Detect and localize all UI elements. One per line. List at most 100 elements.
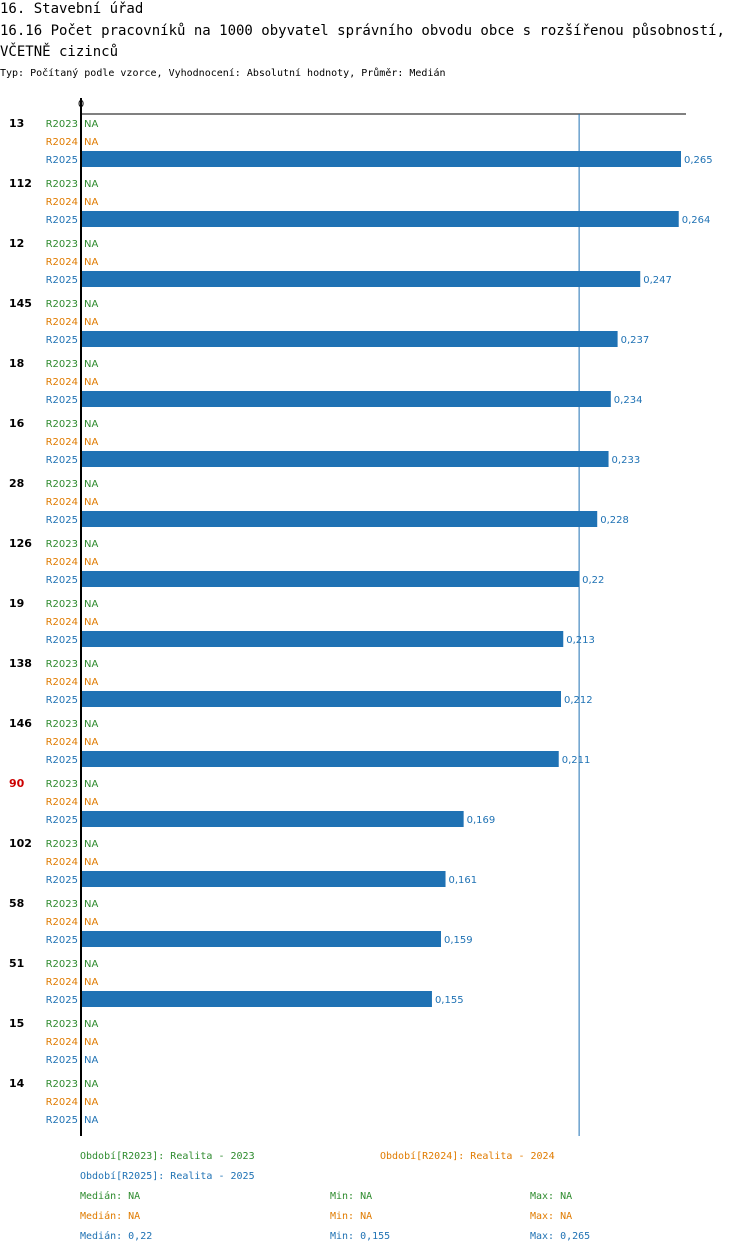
na-label: NA (84, 659, 98, 670)
bar (81, 571, 580, 587)
stats-median-r2023: Medián: NA (80, 1191, 141, 1202)
category-label: 28 (9, 477, 24, 490)
series-label: R2024 (46, 197, 78, 208)
na-label: NA (84, 1097, 98, 1108)
series-label: R2023 (46, 779, 78, 790)
na-label: NA (84, 299, 98, 310)
series-label: R2024 (46, 917, 78, 928)
category-label: 13 (9, 117, 24, 130)
value-label: 0,169 (467, 815, 496, 826)
na-label: NA (84, 539, 98, 550)
series-label: R2024 (46, 437, 78, 448)
series-label: R2025 (46, 695, 78, 706)
na-label: NA (84, 497, 98, 508)
category-label: 12 (9, 237, 24, 250)
series-label: R2024 (46, 1037, 78, 1048)
na-label: NA (84, 719, 98, 730)
series-label: R2024 (46, 857, 78, 868)
value-label: 0,233 (612, 455, 641, 466)
bar (81, 331, 618, 347)
na-label: NA (84, 137, 98, 148)
value-label: 0,212 (564, 695, 593, 706)
bar (81, 931, 441, 947)
series-label: R2025 (46, 635, 78, 646)
section-title: 16. Stavební úřad (0, 1, 144, 17)
series-label: R2024 (46, 797, 78, 808)
chart-title: 16.16 Počet pracovníků na 1000 obyvatel … (0, 23, 725, 60)
value-label: 0,155 (435, 995, 464, 1006)
value-label: 0,234 (614, 395, 643, 406)
bar (81, 271, 641, 287)
bar (81, 151, 681, 167)
na-label: NA (84, 617, 98, 628)
bar (81, 811, 464, 827)
series-label: R2025 (46, 335, 78, 346)
series-label: R2024 (46, 317, 78, 328)
na-label: NA (84, 1037, 98, 1048)
value-label: 0,265 (684, 155, 713, 166)
na-label: NA (84, 179, 98, 190)
series-label: R2025 (46, 155, 78, 166)
category-label: 102 (9, 837, 32, 850)
na-label: NA (84, 1019, 98, 1030)
category-label: 145 (9, 297, 32, 310)
na-label: NA (84, 359, 98, 370)
stats-median-r2024: Medián: NA (80, 1211, 141, 1222)
value-label: 0,213 (566, 635, 595, 646)
value-label: 0,161 (449, 875, 478, 886)
series-label: R2023 (46, 899, 78, 910)
series-label: R2025 (46, 395, 78, 406)
bar (81, 871, 446, 887)
series-label: R2025 (46, 455, 78, 466)
na-label: NA (84, 917, 98, 928)
value-label: 0,247 (643, 275, 672, 286)
series-label: R2024 (46, 617, 78, 628)
category-label: 51 (9, 957, 24, 970)
na-label: NA (84, 1115, 98, 1126)
series-label: R2024 (46, 497, 78, 508)
stats-min-r2023: Min: NA (330, 1191, 373, 1202)
na-label: NA (84, 677, 98, 688)
category-label: 138 (9, 657, 32, 670)
category-label: 15 (9, 1017, 24, 1030)
na-label: NA (84, 797, 98, 808)
series-label: R2023 (46, 1019, 78, 1030)
na-label: NA (84, 557, 98, 568)
series-label: R2023 (46, 179, 78, 190)
na-label: NA (84, 977, 98, 988)
na-label: NA (84, 1079, 98, 1090)
na-label: NA (84, 839, 98, 850)
stats-min-r2025: Min: 0,155 (330, 1231, 391, 1242)
category-label: 18 (9, 357, 24, 370)
value-label: 0,228 (600, 515, 629, 526)
series-label: R2023 (46, 359, 78, 370)
series-label: R2025 (46, 215, 78, 226)
na-label: NA (84, 1055, 98, 1066)
series-label: R2024 (46, 557, 78, 568)
stats-median-r2025: Medián: 0,22 (80, 1231, 153, 1242)
na-label: NA (84, 377, 98, 388)
series-label: R2025 (46, 575, 78, 586)
value-label: 0,22 (582, 575, 604, 586)
series-label: R2024 (46, 1097, 78, 1108)
stats-max-r2023: Max: NA (530, 1191, 573, 1202)
stats-max-r2025: Max: 0,265 (530, 1231, 591, 1242)
na-label: NA (84, 119, 98, 130)
series-label: R2023 (46, 839, 78, 850)
na-label: NA (84, 419, 98, 430)
category-label: 146 (9, 717, 32, 730)
na-label: NA (84, 899, 98, 910)
value-label: 0,237 (621, 335, 650, 346)
category-label: 90 (9, 777, 25, 790)
na-label: NA (84, 779, 98, 790)
value-label: 0,264 (682, 215, 711, 226)
series-label: R2023 (46, 419, 78, 430)
chart-subtitle: Typ: Počítaný podle vzorce, Vyhodnocení:… (0, 68, 446, 79)
category-label: 19 (9, 597, 24, 610)
na-label: NA (84, 437, 98, 448)
na-label: NA (84, 599, 98, 610)
series-label: R2024 (46, 737, 78, 748)
value-label: 0,211 (562, 755, 591, 766)
series-label: R2025 (46, 1055, 78, 1066)
category-label: 16 (9, 417, 25, 430)
